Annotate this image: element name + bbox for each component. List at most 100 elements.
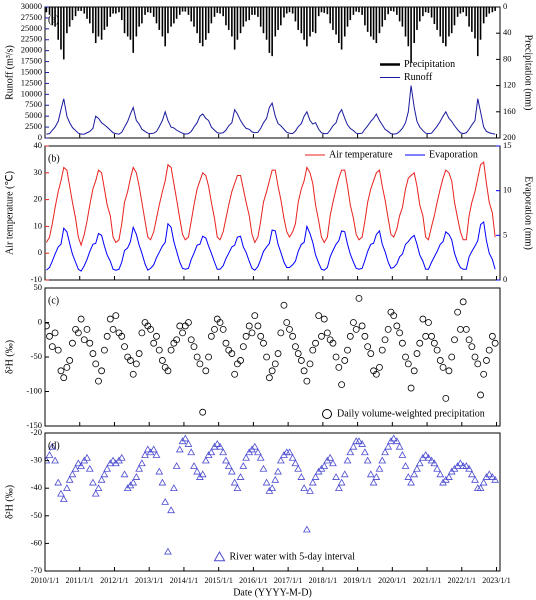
triangle-marker <box>236 473 245 480</box>
triangle-marker <box>326 453 335 461</box>
circle-marker <box>329 339 337 347</box>
circle-marker <box>376 363 383 371</box>
circle-marker <box>158 357 166 364</box>
y-tick-label: 17500 <box>21 56 42 66</box>
triangle-marker <box>306 486 314 494</box>
precip-bar <box>476 7 479 57</box>
circle-marker <box>54 346 62 354</box>
precip-bar <box>100 7 103 40</box>
y-tick-label: 20 <box>34 194 43 204</box>
y2-axis-label: Evaporation (mm) <box>523 176 534 250</box>
circle-marker <box>260 339 267 347</box>
triangle-marker <box>100 470 109 478</box>
precip-bar <box>418 7 421 22</box>
circle-marker <box>86 339 94 347</box>
triangle-marker <box>77 462 86 469</box>
circle-marker <box>69 339 76 347</box>
precip-bar <box>413 7 416 44</box>
triangle-marker <box>91 489 100 497</box>
circle-marker <box>303 377 311 385</box>
precip-bar <box>317 7 320 17</box>
circle-marker <box>393 322 401 330</box>
circle-marker <box>74 329 82 337</box>
precip-bar <box>262 7 265 34</box>
precip-bar <box>239 7 242 34</box>
triangle-marker <box>424 453 433 461</box>
triangle-marker <box>445 473 453 480</box>
precip-bar <box>340 7 343 50</box>
legend-label: Daily volume-weighted precipitation <box>337 408 485 419</box>
circle-marker <box>153 332 160 340</box>
precip-bar <box>213 7 216 17</box>
y-tick-label: 7500 <box>25 99 42 109</box>
triangle-marker <box>120 470 129 478</box>
circle-marker <box>292 343 299 351</box>
legend-marker <box>213 550 226 562</box>
precip-bar <box>285 7 288 14</box>
precip-bar <box>355 7 358 12</box>
x-tick-label: 2019/1/1 <box>343 576 371 585</box>
panel-label: (c) <box>48 295 59 306</box>
precip-bar <box>422 7 424 17</box>
circle-marker <box>135 350 143 357</box>
y-tick-label: -60 <box>31 537 42 547</box>
precip-bar <box>448 7 450 37</box>
circle-marker <box>164 367 172 375</box>
x-tick-label: 2015/1/1 <box>204 576 232 585</box>
triangle-marker <box>152 451 161 458</box>
triangle-marker <box>392 437 401 445</box>
panel: (a)0250050007500100001250015000175002000… <box>4 1 533 142</box>
precip-bar <box>175 7 178 19</box>
precip-bar <box>196 7 198 34</box>
circle-marker <box>416 339 424 347</box>
circle-marker <box>454 308 462 316</box>
precip-bar <box>456 7 459 17</box>
precip-bar <box>245 7 247 22</box>
circle-marker <box>367 350 375 357</box>
triangle-marker <box>256 453 265 461</box>
precip-bar <box>283 7 285 18</box>
y-tick-label: -100 <box>26 385 42 395</box>
precip-bar <box>462 7 464 13</box>
triangle-marker <box>161 497 170 505</box>
circle-marker <box>242 332 250 340</box>
circle-marker <box>179 329 186 337</box>
y2-tick-label: 120 <box>503 80 516 90</box>
triangle-marker <box>372 473 381 480</box>
precip-bar <box>369 7 372 37</box>
circle-marker <box>419 315 427 323</box>
circle-marker <box>399 339 406 347</box>
triangle-marker <box>158 478 167 486</box>
circle-marker <box>51 329 59 337</box>
precip-bar <box>372 7 375 40</box>
x-tick-label: 2021/1/1 <box>413 576 441 585</box>
circle-marker <box>202 367 210 375</box>
circle-marker <box>265 374 273 382</box>
triangle-marker <box>436 470 445 478</box>
precip-bar <box>132 7 135 53</box>
triangle-marker <box>65 475 74 483</box>
x-tick-label: 2016/1/1 <box>239 576 267 585</box>
triangle-marker <box>491 475 500 483</box>
y2-tick-label: 80 <box>503 53 512 63</box>
circle-marker <box>294 350 302 357</box>
precip-bar <box>126 7 129 37</box>
triangle-marker <box>138 459 146 467</box>
circle-marker <box>237 357 244 364</box>
triangle-marker <box>320 462 329 469</box>
circle-marker <box>323 329 331 337</box>
circle-marker <box>280 301 288 309</box>
x-axis-label: Date (YYYY-M-D) <box>233 587 312 598</box>
circle-marker <box>483 357 490 364</box>
triangle-marker <box>155 467 164 475</box>
precip-bar <box>439 7 442 37</box>
circle-marker <box>268 367 276 375</box>
triangle-marker <box>462 462 471 469</box>
y-tick-label: 50 <box>34 282 43 292</box>
precip-bar <box>387 7 389 15</box>
triangle-marker <box>262 478 271 486</box>
triangle-marker <box>254 448 262 456</box>
circle-marker <box>176 322 184 330</box>
precip-bar <box>120 7 123 21</box>
circle-marker <box>106 315 114 323</box>
